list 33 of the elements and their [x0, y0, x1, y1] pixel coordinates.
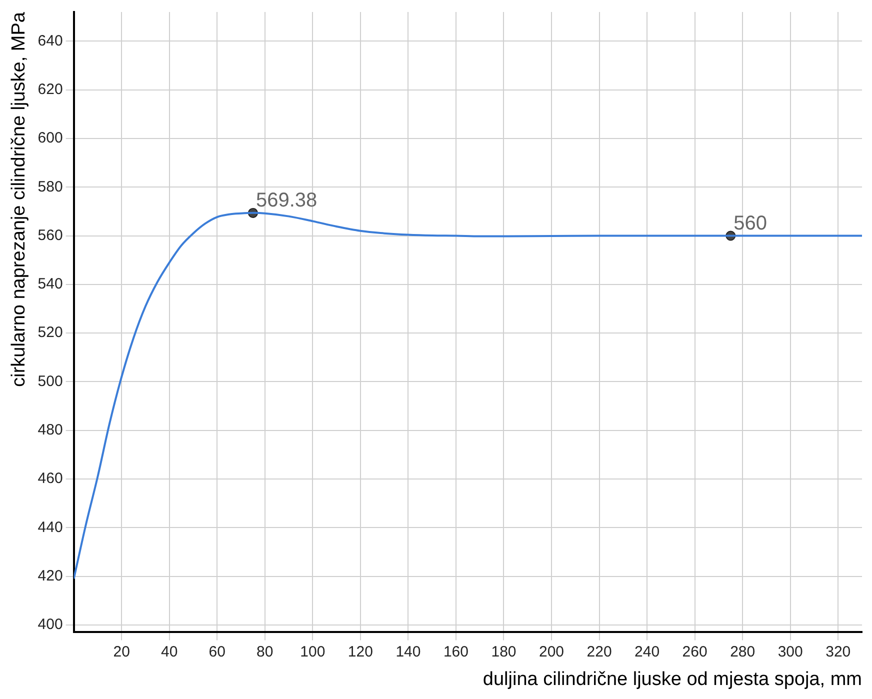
- x-tick-label: 200: [538, 643, 564, 660]
- y-tick-label: 460: [38, 470, 63, 488]
- y-tick-label: 400: [38, 616, 63, 634]
- x-axis-title: duljina cilindrične ljuske od mjesta spoja, mm: [482, 668, 862, 690]
- x-tick-label: 220: [586, 643, 612, 660]
- x-tick-label: 160: [443, 643, 468, 660]
- y-tick-label: 560: [38, 226, 63, 244]
- y-tick-label: 500: [38, 372, 63, 390]
- y-tick-label: 580: [38, 178, 63, 196]
- x-tick-label: 100: [300, 643, 326, 660]
- y-tick-label: 640: [38, 32, 63, 50]
- x-tick-label: 300: [778, 643, 803, 660]
- y-tick-label: 620: [38, 80, 63, 98]
- x-tick-label: 180: [491, 643, 516, 660]
- y-tick-label: 480: [38, 421, 63, 438]
- x-tick-label: 280: [730, 643, 756, 660]
- y-tick-label: 520: [38, 324, 63, 342]
- y-axis-title: cirkularno naprezanje cilindrične ljuske, MPa: [8, 12, 30, 387]
- x-tick-label: 260: [682, 643, 708, 660]
- x-tick-label: 120: [348, 643, 373, 660]
- y-tick-label: 600: [38, 130, 63, 147]
- y-tick-label: 440: [38, 518, 63, 536]
- data-label: 569.38: [256, 189, 318, 212]
- y-tick-label: 540: [38, 276, 63, 293]
- x-tick-label: 240: [634, 643, 660, 660]
- x-tick-label: 140: [396, 643, 421, 660]
- x-tick-label: 80: [256, 643, 274, 660]
- data-label: 560: [734, 212, 768, 234]
- x-tick-label: 20: [113, 643, 130, 660]
- x-tick-label: 40: [161, 643, 178, 660]
- x-tick-label: 320: [826, 643, 851, 660]
- y-tick-label: 420: [38, 567, 63, 584]
- x-tick-label: 60: [208, 643, 226, 660]
